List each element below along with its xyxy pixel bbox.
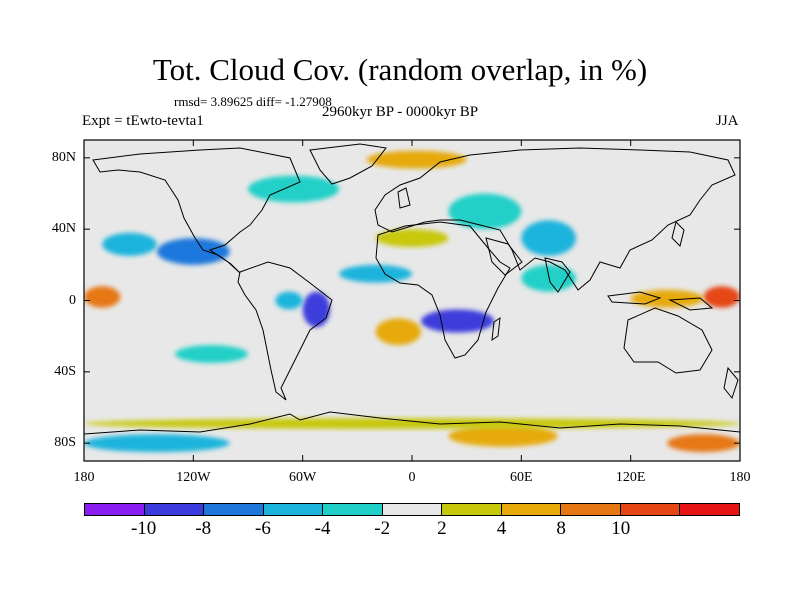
season-label: JJA [716, 113, 739, 129]
y-tick-label: 0 [69, 292, 76, 308]
colorbar [84, 503, 740, 516]
colorbar-box [680, 504, 740, 515]
anomaly-patch [448, 425, 558, 447]
anomaly-patch [84, 418, 740, 429]
colorbar-box [144, 504, 205, 515]
x-tick-label: 180 [729, 470, 751, 485]
anomaly-patch [247, 175, 340, 203]
colorbar-label: -2 [374, 518, 391, 539]
coast-africa [375, 221, 511, 359]
colorbar-label: -10 [130, 518, 157, 539]
colorbar-box [263, 504, 324, 515]
anomaly-patch [375, 318, 422, 346]
colorbar-label: -4 [314, 518, 331, 539]
coast-greenland [309, 143, 387, 185]
axis-ticks [83, 140, 741, 461]
anomaly-patch [275, 291, 303, 310]
x-tick-label: 120E [615, 470, 646, 485]
anomaly-patch [521, 220, 577, 256]
coastlines [84, 143, 740, 435]
colorbar-box [501, 504, 562, 515]
y-tick-label: 80S [54, 435, 76, 451]
colorbar-box [85, 504, 145, 515]
anomaly-patch [375, 229, 449, 247]
anomaly-patch [84, 434, 230, 453]
anomaly-patch [339, 264, 412, 283]
coast-madagascar [491, 316, 501, 342]
anomaly-patch [448, 193, 522, 230]
colorbar-box [323, 504, 383, 515]
anomaly-patch [156, 238, 230, 265]
anomaly-patch [366, 150, 467, 169]
coast-antarctica [84, 411, 740, 435]
x-tick-label: 60W [289, 470, 317, 485]
chart-title: Tot. Cloud Cov. (random overlap, in %) [152, 52, 648, 87]
anomaly-patch [302, 291, 331, 328]
anomaly-patch [84, 286, 121, 308]
coast-india [544, 257, 571, 293]
y-tick-label: 40N [51, 221, 76, 237]
anomaly-patch [703, 286, 740, 308]
x-tick-label: 180 [73, 470, 95, 485]
x-tick-label: 60E [510, 470, 533, 485]
coast-se-asia-islands [607, 291, 662, 305]
colorbar-box [382, 504, 443, 515]
period-text: 2960kyr BP - 0000kyr BP [322, 104, 479, 120]
colorbar-label: -6 [254, 518, 271, 539]
y-tick-label: 80N [51, 149, 76, 165]
anomaly-patch [421, 309, 494, 333]
coast-new-zealand [723, 366, 739, 400]
coast-new-guinea [668, 297, 714, 311]
anomaly-patch [175, 345, 248, 363]
coast-british-isles [397, 187, 411, 209]
anomaly-layer [84, 150, 740, 453]
colorbar-box [442, 504, 502, 515]
experiment-label: Expt = tEwto-tevta1 [82, 113, 204, 129]
stats-text: rmsd= 3.89625 diff= -1.27908 [174, 94, 332, 109]
x-tick-label: 120W [176, 470, 211, 485]
coast-arabia [485, 237, 523, 276]
map-background [84, 140, 740, 461]
coast-south-america [237, 261, 333, 401]
y-tick-label: 40S [54, 363, 76, 379]
colorbar-box [620, 504, 681, 515]
colorbar-label: 10 [611, 518, 631, 539]
anomaly-patch [102, 232, 157, 256]
coast-japan [671, 221, 685, 247]
colorbar-label: 8 [556, 518, 566, 539]
anomaly-patch [667, 434, 740, 453]
coast-eurasia [374, 147, 736, 291]
colorbar-box [561, 504, 621, 515]
colorbar-label: -8 [195, 518, 212, 539]
colorbar-label: 4 [496, 518, 507, 539]
coast-australia [623, 307, 713, 374]
coast-north-america [92, 147, 301, 274]
colorbar-label: 2 [437, 518, 447, 539]
x-tick-label: 0 [408, 470, 416, 485]
colorbar-box [204, 504, 264, 515]
